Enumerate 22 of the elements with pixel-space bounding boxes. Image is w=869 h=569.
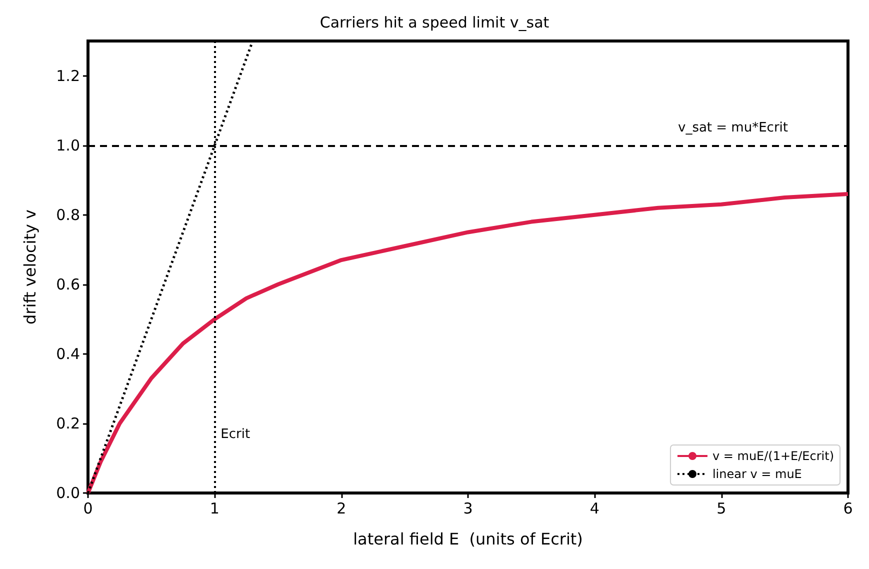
y-tick-label: 1.2 [56, 66, 80, 85]
x-tick-label: 0 [83, 500, 93, 518]
y-tick-label: 0.0 [56, 484, 80, 502]
y-axis-title: drift velocity v [20, 210, 40, 324]
x-tick-label: 6 [843, 500, 853, 518]
legend-label: v = muE/(1+E/Ecrit) [712, 449, 834, 463]
x-tick-label: 1 [210, 500, 220, 518]
y-tick-label: 1.0 [56, 136, 80, 154]
y-tick-label: 0.8 [56, 206, 80, 224]
y-tick-label: 0.4 [56, 344, 80, 363]
ref-line-label: v_sat = mu*Ecrit [678, 120, 788, 136]
x-tick-label: 3 [463, 500, 473, 518]
line-series [86, 192, 850, 495]
legend-label: linear v = muE [712, 467, 802, 481]
x-tick-label: 2 [336, 500, 346, 518]
x-tick-label: 4 [590, 500, 600, 518]
x-axis-title: lateral field E (units of Ecrit) [353, 530, 583, 548]
y-tick-label: 0.2 [56, 414, 80, 432]
ref-line-label: Ecrit [220, 427, 250, 442]
y-tick-label: 0.6 [56, 275, 80, 294]
x-tick-label: 5 [716, 500, 726, 518]
chart-title: Carriers hit a speed limit v_sat [320, 14, 550, 32]
